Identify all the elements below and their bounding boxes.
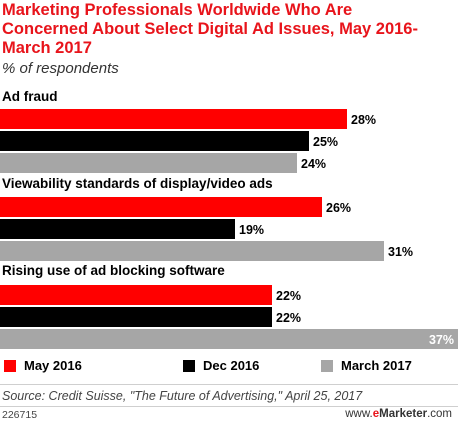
bar-may-2016-ad-fraud bbox=[0, 109, 347, 129]
value-label-may-2016-rising-use-of-ad-blocking-software: 22% bbox=[276, 289, 301, 303]
bar-dec-2016-ad-fraud bbox=[0, 131, 309, 151]
bar-may-2016-rising-use-of-ad-blocking-software bbox=[0, 285, 272, 305]
brand-e: e bbox=[372, 408, 380, 420]
value-label-may-2016-ad-fraud: 28% bbox=[351, 113, 376, 127]
category-label-ad-fraud: Ad fraud bbox=[2, 89, 58, 104]
bar-march-2017-ad-fraud bbox=[0, 153, 297, 173]
bar-chart: Ad fraud 28% 25% 24% Viewability standards o… bbox=[0, 89, 458, 349]
chart-title: Marketing Professionals Worldwide Who Ar… bbox=[2, 1, 418, 57]
bar-dec-2016-viewability-standards-of-display-video-ads bbox=[0, 219, 235, 239]
source-note: Source: Credit Suisse, "The Future of Ad… bbox=[2, 389, 363, 403]
legend-label-dec-2016: Dec 2016 bbox=[203, 358, 260, 373]
bar-march-2017-viewability-standards-of-display-video-ads bbox=[0, 241, 384, 261]
legend-item-march-2017: March 2017 bbox=[321, 358, 412, 373]
brand-name: Marketer bbox=[379, 408, 428, 420]
value-label-march-2017-rising-use-of-ad-blocking-software: 37% bbox=[429, 333, 454, 347]
value-label-march-2017-ad-fraud: 24% bbox=[301, 157, 326, 171]
chart-id: 226715 bbox=[2, 409, 38, 421]
value-label-dec-2016-ad-fraud: 25% bbox=[313, 135, 338, 149]
brand-link[interactable]: www.eMarketer.com bbox=[345, 408, 452, 420]
brand-suffix: .com bbox=[427, 408, 452, 420]
divider bbox=[0, 384, 458, 385]
legend-swatch-march-2017 bbox=[321, 359, 333, 372]
legend-item-dec-2016: Dec 2016 bbox=[183, 358, 259, 373]
value-label-march-2017-viewability-standards-of-display-video-ads: 31% bbox=[388, 245, 413, 259]
legend-label-may-2016: May 2016 bbox=[24, 358, 82, 373]
legend-swatch-may-2016 bbox=[4, 359, 16, 372]
category-label-viewability-standards-of-display-video-ads: Viewability standards of display/video a… bbox=[2, 176, 273, 191]
bar-dec-2016-rising-use-of-ad-blocking-software bbox=[0, 307, 272, 327]
chart-subtitle: % of respondents bbox=[2, 60, 119, 77]
legend: May 2016 Dec 2016 March 2017 bbox=[0, 358, 458, 378]
value-label-dec-2016-viewability-standards-of-display-video-ads: 19% bbox=[239, 223, 264, 237]
category-label-rising-use-of-ad-blocking-software: Rising use of ad blocking software bbox=[2, 263, 225, 278]
brand-prefix: www. bbox=[345, 408, 373, 420]
bar-may-2016-viewability-standards-of-display-video-ads bbox=[0, 197, 322, 217]
legend-item-may-2016: May 2016 bbox=[4, 358, 82, 373]
value-label-dec-2016-rising-use-of-ad-blocking-software: 22% bbox=[276, 311, 301, 325]
legend-swatch-dec-2016 bbox=[183, 359, 195, 372]
divider bbox=[0, 406, 458, 407]
legend-label-march-2017: March 2017 bbox=[341, 358, 412, 373]
bar-march-2017-rising-use-of-ad-blocking-software bbox=[0, 329, 458, 349]
value-label-may-2016-viewability-standards-of-display-video-ads: 26% bbox=[326, 201, 351, 215]
